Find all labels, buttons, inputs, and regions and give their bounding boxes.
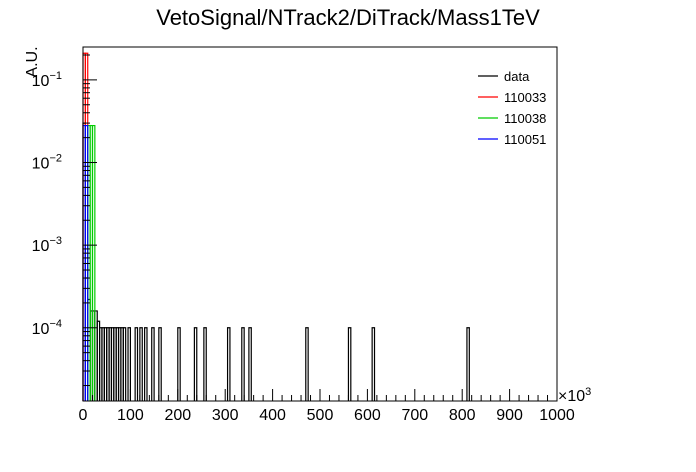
y-tick-exponent: −2 [49, 153, 62, 165]
series-110038-bin [91, 124, 96, 401]
series-data-bin [226, 327, 231, 401]
series-data [82, 122, 470, 401]
series-data-bin [305, 327, 309, 401]
x-axis: 0 100 200 300 400 500 600 700 800 900 1000 [79, 389, 575, 424]
x-tick-label: 400 [259, 407, 286, 424]
series-data-bin [193, 327, 198, 401]
series-data-bin [248, 327, 252, 401]
x-tick-label: 200 [164, 407, 191, 424]
series-data-bin [347, 327, 352, 401]
legend-label: 110038 [504, 111, 546, 126]
series-data-bin [203, 327, 207, 401]
x-axis-multiplier: ×103 [558, 386, 591, 405]
y-tick-base: 10 [32, 156, 50, 173]
x-tick-label: 600 [354, 407, 381, 424]
chart-title: VetoSignal/NTrack2/DiTrack/Mass1TeV [156, 5, 540, 30]
x-tick-label: 0 [79, 407, 88, 424]
y-tick-label: 10−1 [32, 70, 62, 90]
series-data-bin [177, 327, 181, 401]
x-tick-label: 300 [212, 407, 239, 424]
histogram-bars [82, 52, 470, 401]
legend: data 110033 110038 110051 [478, 69, 546, 147]
y-axis-label: A.U. [24, 46, 41, 77]
series-data-bin [466, 327, 470, 401]
x-tick-label: 900 [496, 407, 523, 424]
y-tick-exponent: −1 [49, 70, 62, 82]
y-tick-base: 10 [32, 238, 50, 255]
series-data-bin [127, 327, 131, 401]
series-data-bin [144, 327, 148, 401]
series-data-bin [122, 327, 127, 401]
series-data-bin [371, 327, 376, 401]
x-tick-label: 500 [307, 407, 334, 424]
legend-label: 110033 [504, 90, 546, 105]
y-tick-exponent: −3 [49, 235, 62, 247]
x-multiplier-exponent: 3 [585, 386, 591, 398]
x-tick-label: 100 [117, 407, 144, 424]
series-data-bin [241, 327, 245, 401]
y-axis: 10−110−210−310−4 [32, 54, 97, 387]
y-tick-base: 10 [32, 321, 50, 338]
x-tick-label: 700 [401, 407, 428, 424]
x-tick-label: 800 [449, 407, 476, 424]
y-tick-exponent: −4 [49, 318, 62, 330]
series-data-bin [134, 327, 139, 401]
legend-label: data [504, 69, 530, 84]
y-tick-label: 10−2 [32, 153, 62, 173]
x-tick-label: 1000 [539, 407, 575, 424]
series-data-bin [151, 327, 155, 401]
x-multiplier-base: ×10 [558, 388, 585, 405]
legend-label: 110051 [504, 132, 546, 147]
series-data-bin [158, 327, 162, 401]
y-tick-label: 10−3 [32, 235, 62, 255]
y-tick-base: 10 [32, 73, 50, 90]
series-data-bin [139, 327, 143, 401]
y-tick-label: 10−4 [32, 318, 62, 338]
